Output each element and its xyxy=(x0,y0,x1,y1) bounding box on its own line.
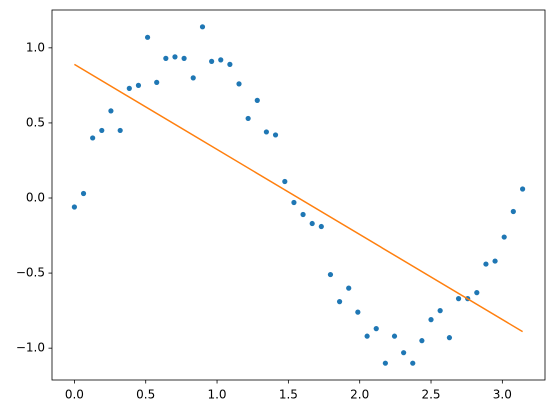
plot-frame xyxy=(51,9,546,381)
scatter-point xyxy=(99,127,105,134)
scatter-point xyxy=(181,55,187,61)
scatter-point xyxy=(90,135,96,141)
scatter-point xyxy=(300,211,306,218)
scatter-point xyxy=(318,223,324,230)
scatter-point xyxy=(410,360,416,366)
scatter-point xyxy=(346,285,352,291)
scatter-point xyxy=(209,58,215,64)
y-tick-label: 0.5 xyxy=(26,115,45,129)
x-tick-label: 0.0 xyxy=(65,388,84,402)
x-tick-label: 0.5 xyxy=(136,388,155,402)
scatter-point xyxy=(227,61,233,67)
scatter-point xyxy=(382,360,388,366)
scatter-point xyxy=(391,333,398,339)
scatter-point xyxy=(291,199,297,206)
scatter-point xyxy=(428,317,434,323)
scatter-point xyxy=(419,338,425,344)
scatter-point xyxy=(80,190,87,197)
scatter-point xyxy=(117,127,123,134)
scatter-point xyxy=(199,24,206,30)
scatter-point xyxy=(236,81,242,87)
scatter-point xyxy=(483,261,489,267)
scatter-point xyxy=(510,208,516,215)
scatter-point xyxy=(154,79,160,85)
scatter-point xyxy=(254,97,260,103)
scatter-point xyxy=(446,335,453,341)
scatter-point xyxy=(172,54,178,60)
scatter-point xyxy=(144,34,151,40)
scatter-point xyxy=(190,75,196,81)
scatter-point xyxy=(355,309,361,315)
scatter-point xyxy=(336,299,343,305)
scatter-point xyxy=(163,55,169,61)
scatter-point xyxy=(135,82,142,88)
x-tick-label: 3.0 xyxy=(493,388,512,402)
x-tick-label: 2.0 xyxy=(350,388,369,402)
scatter-point xyxy=(401,350,407,356)
scatter-point xyxy=(327,271,334,278)
scatter-point xyxy=(373,326,379,332)
y-tick-label: −0.5 xyxy=(16,266,45,280)
scatter-point xyxy=(218,57,224,63)
scatter-point xyxy=(245,115,251,122)
y-tick-label: 1.0 xyxy=(26,40,45,54)
scatter-point xyxy=(282,178,288,185)
y-tick-label: 0.0 xyxy=(26,191,45,205)
scatter-point xyxy=(520,186,526,192)
scatter-point xyxy=(492,258,498,264)
scatter-point xyxy=(272,132,279,138)
scatter-point xyxy=(108,108,114,114)
scatter-point xyxy=(437,308,443,314)
x-tick-label: 2.5 xyxy=(421,388,440,402)
scatter-point xyxy=(126,85,132,91)
fit-line xyxy=(74,63,523,333)
scatter-point xyxy=(455,296,462,302)
scatter-point xyxy=(263,129,270,135)
x-tick-label: 1.0 xyxy=(207,388,226,402)
scatter-point xyxy=(309,220,315,227)
scatter-point xyxy=(474,290,480,296)
scatter-point xyxy=(364,333,370,339)
scatter-point xyxy=(501,234,507,240)
y-tick-label: −1.0 xyxy=(16,341,45,355)
scatter-point xyxy=(71,204,77,210)
x-tick-label: 1.5 xyxy=(279,388,298,402)
